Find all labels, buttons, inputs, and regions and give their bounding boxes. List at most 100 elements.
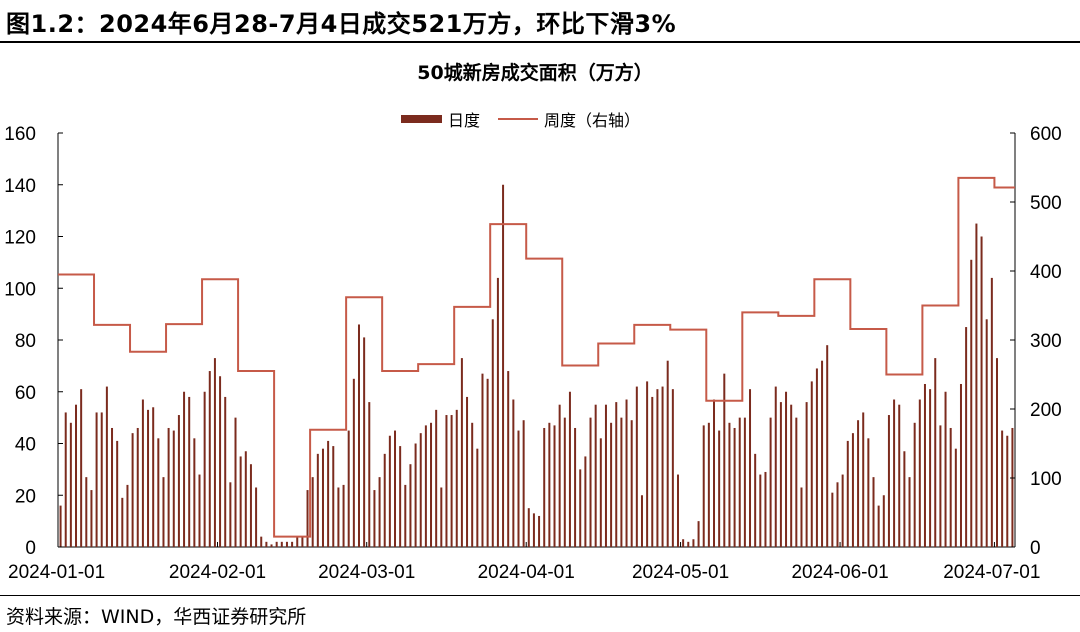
daily-bar: [270, 544, 273, 547]
daily-bar: [826, 345, 829, 547]
daily-bar: [399, 446, 402, 547]
daily-bar: [424, 425, 427, 547]
daily-bar: [321, 448, 324, 547]
daily-bar: [913, 422, 916, 547]
daily-bar: [244, 451, 247, 547]
x-tick-label: 2024-02-01: [169, 562, 266, 583]
daily-bar: [728, 422, 731, 547]
daily-bar: [265, 541, 268, 547]
bottom-rule: [0, 595, 1080, 596]
daily-bar: [208, 371, 211, 547]
daily-bar: [213, 358, 216, 547]
daily-bar: [481, 373, 484, 547]
daily-bar: [733, 427, 736, 547]
daily-bar: [800, 487, 803, 547]
daily-bar: [898, 404, 901, 547]
y-right-tick-label: 300: [1030, 331, 1062, 352]
daily-bar: [723, 373, 726, 547]
daily-bar: [867, 438, 870, 547]
daily-bar: [409, 464, 412, 547]
daily-bars: [59, 184, 1014, 548]
daily-bar: [764, 471, 767, 547]
daily-bar: [599, 438, 602, 547]
daily-bar: [301, 536, 304, 547]
x-tick-label: 2024-07-01: [943, 562, 1040, 583]
daily-bar: [795, 417, 798, 548]
daily-bar: [224, 396, 227, 547]
daily-bar: [553, 425, 556, 547]
x-tick-label: 2024-04-01: [478, 562, 575, 583]
daily-bar: [815, 368, 818, 547]
daily-bar: [975, 223, 978, 547]
daily-bar: [502, 184, 505, 547]
daily-bar: [584, 456, 587, 547]
x-tick-label: 2024-03-01: [318, 562, 415, 583]
daily-bar: [141, 399, 144, 547]
daily-bar: [877, 505, 880, 547]
daily-bar: [589, 417, 592, 548]
daily-bar: [188, 396, 191, 547]
daily-bar: [676, 474, 679, 547]
daily-bar: [882, 495, 885, 547]
daily-bar: [486, 378, 489, 547]
daily-bar: [347, 430, 350, 547]
daily-bar: [846, 440, 849, 547]
daily-bar: [718, 430, 721, 547]
daily-bar: [260, 536, 263, 547]
daily-bar: [908, 477, 911, 547]
daily-bar: [954, 448, 957, 547]
daily-bar: [810, 381, 813, 547]
daily-bar: [198, 474, 201, 547]
daily-bar: [249, 464, 252, 547]
daily-bar: [965, 327, 968, 547]
y-left-tick-label: 40: [15, 435, 36, 456]
daily-bar: [687, 541, 690, 547]
daily-bar: [430, 422, 433, 547]
daily-bar: [959, 383, 962, 547]
y-left-tick-label: 0: [25, 538, 36, 559]
daily-bar: [563, 417, 566, 548]
daily-bar: [527, 508, 530, 547]
daily-bar: [357, 324, 360, 547]
daily-bar: [743, 417, 746, 548]
y-right-tick-label: 100: [1030, 469, 1062, 490]
daily-bar: [635, 386, 638, 547]
daily-bar: [147, 409, 150, 547]
y-right-tick-label: 200: [1030, 400, 1062, 421]
daily-bar: [517, 430, 520, 547]
legend-label-weekly: 周度（右轴）: [544, 111, 640, 130]
daily-bar: [923, 383, 926, 547]
daily-bar: [116, 440, 119, 547]
daily-bar: [193, 438, 196, 547]
daily-bar: [105, 386, 108, 547]
x-tick-label: 2024-05-01: [632, 562, 729, 583]
weekly-line: [58, 176, 1015, 538]
daily-bar: [851, 433, 854, 547]
daily-bar: [291, 541, 294, 547]
chart-title: 50城新房成交面积（万方）: [417, 61, 652, 84]
daily-bar: [594, 404, 597, 547]
daily-bar: [1006, 435, 1009, 547]
daily-bar: [610, 422, 613, 547]
daily-bar: [738, 417, 741, 548]
daily-bar: [337, 487, 340, 547]
daily-bar: [893, 399, 896, 547]
daily-bar: [980, 236, 983, 547]
daily-bar: [887, 415, 890, 547]
daily-bar: [903, 451, 906, 547]
daily-bar: [625, 399, 628, 547]
daily-bar: [157, 438, 160, 547]
daily-bar: [754, 453, 757, 547]
daily-bar: [167, 427, 170, 547]
daily-bar: [630, 420, 633, 547]
daily-bar: [646, 381, 649, 547]
daily-bar: [440, 487, 443, 547]
weekly-series-line: [58, 176, 1015, 538]
daily-bar: [404, 484, 407, 547]
figure-title: 图1.2：2024年6月28-7月4日成交521万方，环比下滑3%: [6, 10, 677, 38]
daily-bar: [352, 378, 355, 547]
daily-bar: [918, 399, 921, 547]
daily-bar: [640, 495, 643, 547]
daily-bar: [934, 358, 937, 547]
y-left-tick-label: 100: [4, 279, 36, 300]
